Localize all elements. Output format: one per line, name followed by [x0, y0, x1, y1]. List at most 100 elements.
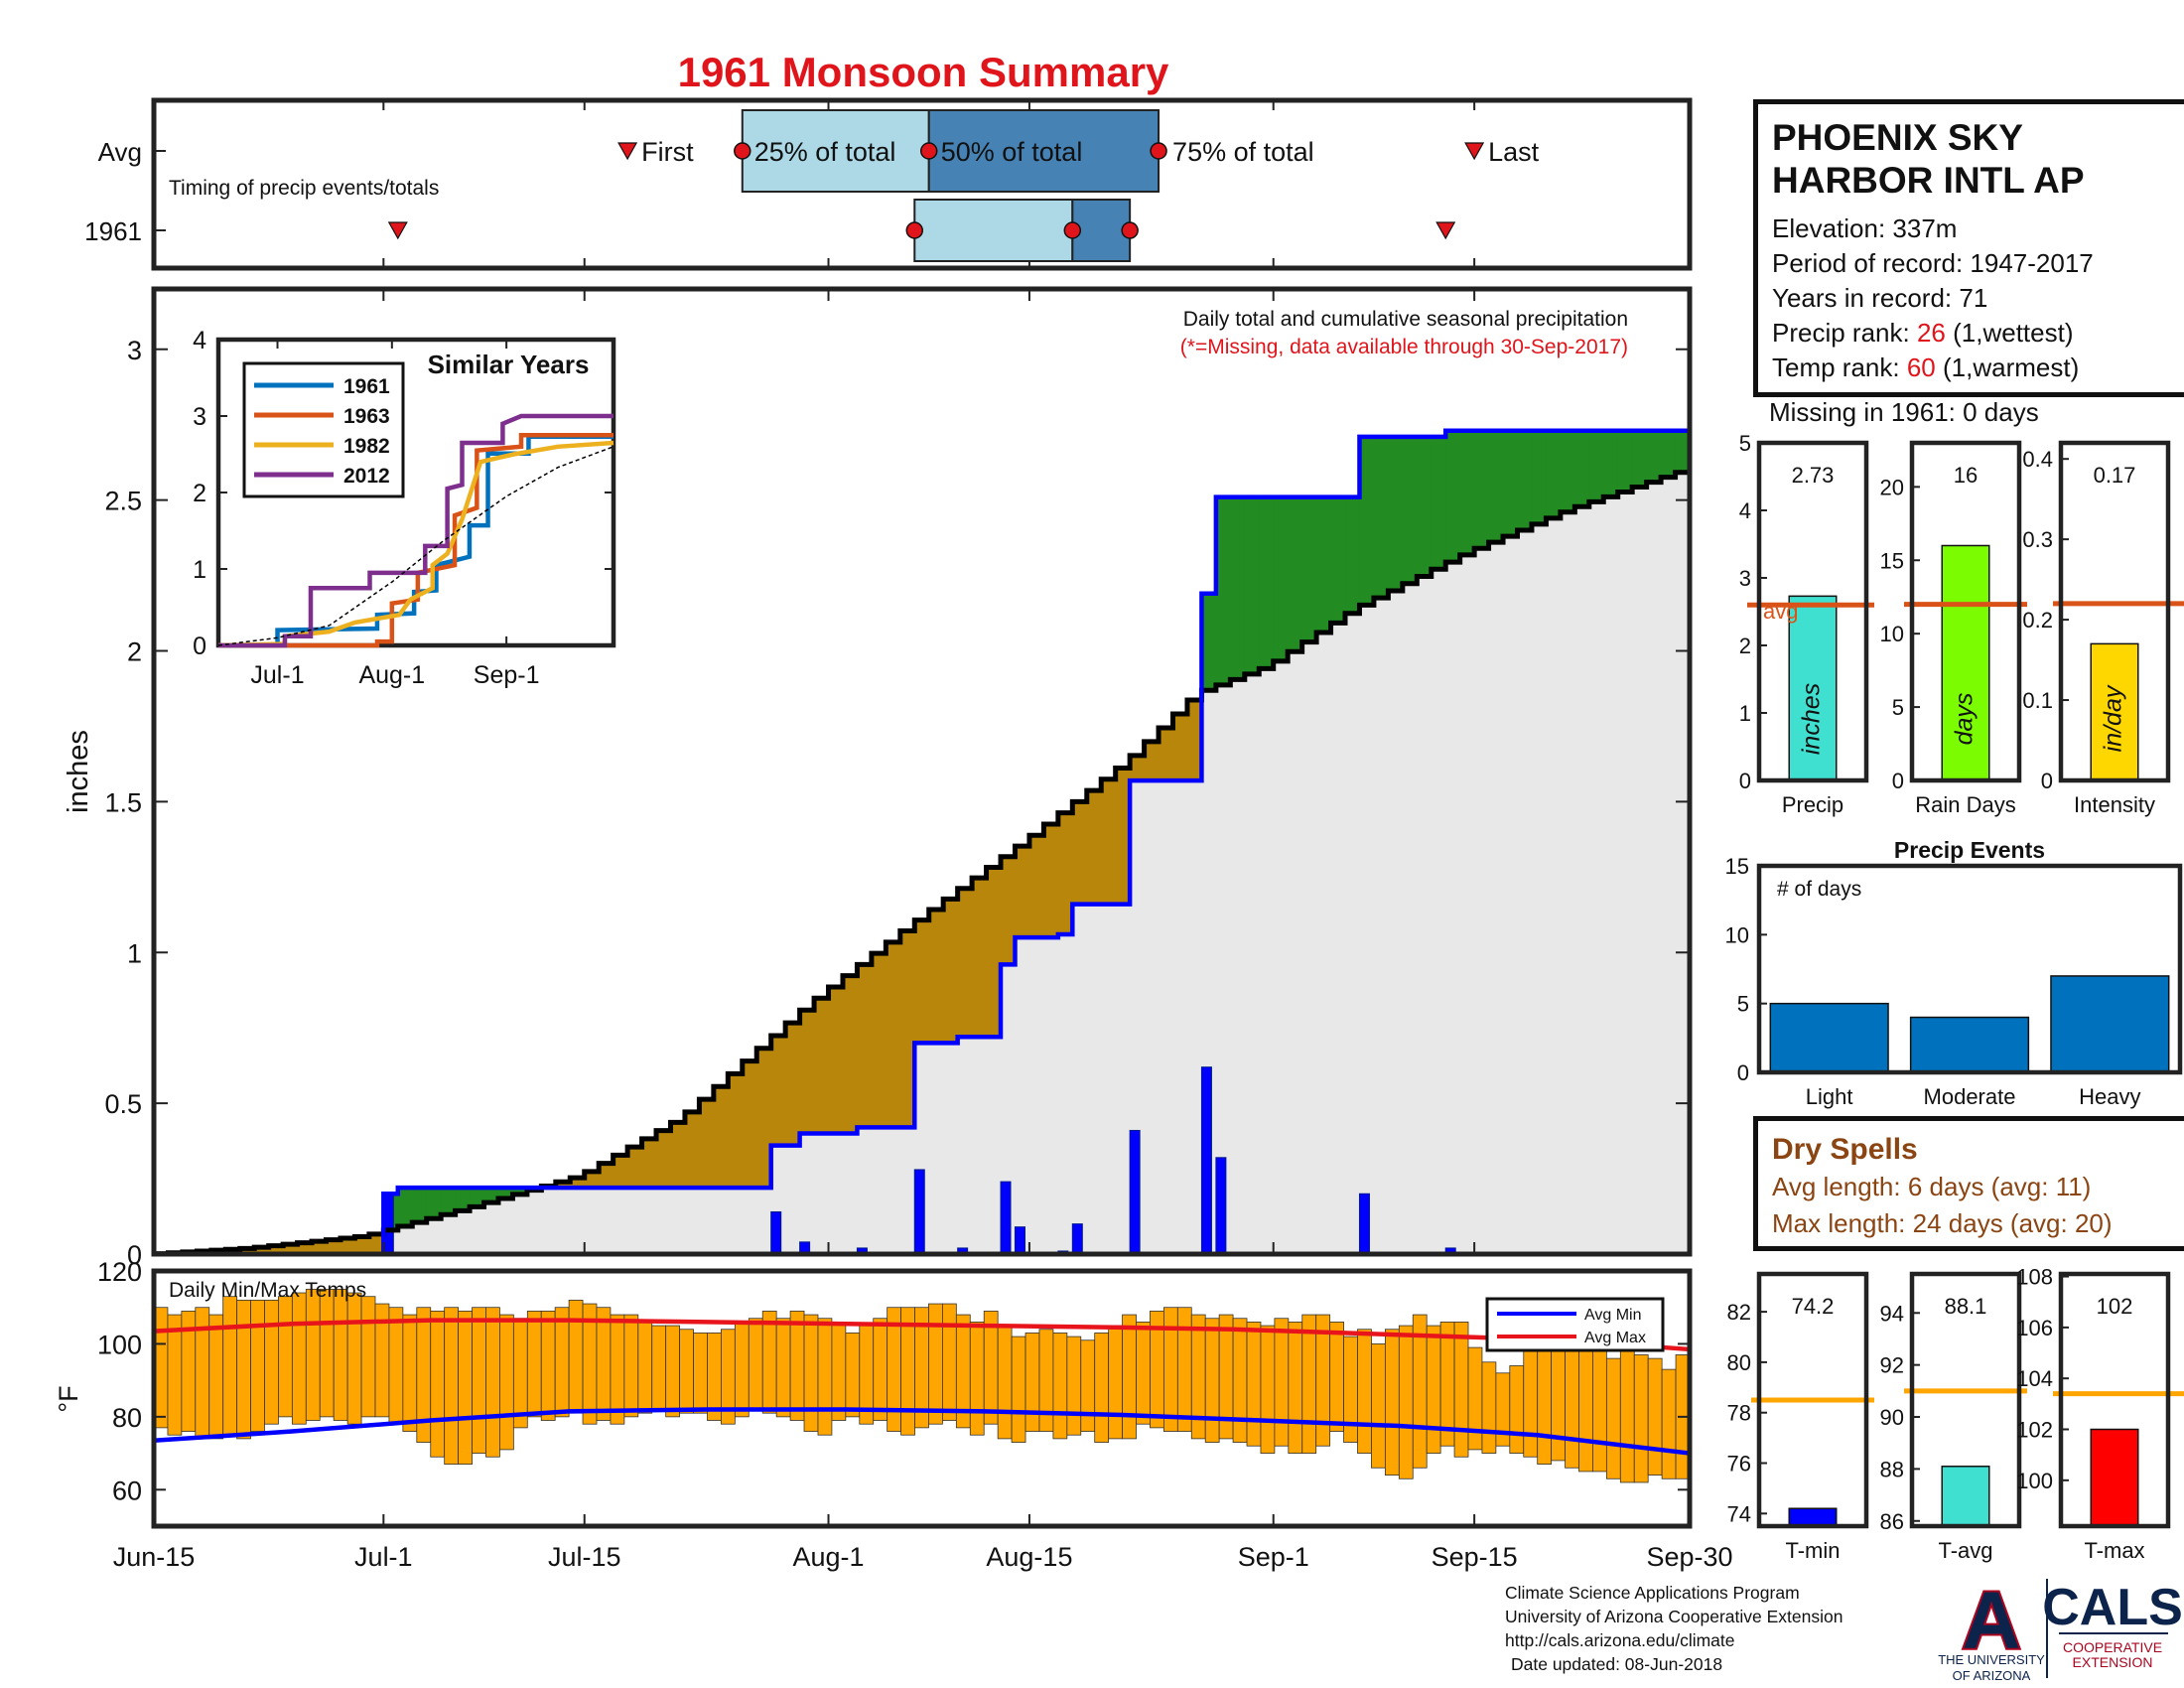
daily-temp-bar [444, 1307, 460, 1465]
daily-temp-bar [761, 1310, 777, 1414]
below-avg-fill [857, 964, 873, 1128]
inset-legend-label: 1963 [343, 405, 390, 428]
daily-temp-bar [430, 1310, 446, 1458]
above-avg-fill [1632, 430, 1648, 488]
daily-temp-bar [526, 1310, 542, 1418]
common-fill [154, 472, 1690, 1254]
below-avg-fill [283, 1244, 299, 1254]
below-avg-fill [340, 1238, 356, 1254]
below-avg-fill [354, 1236, 370, 1254]
precip-rank-note: (1,wettest) [1953, 318, 2074, 348]
daily-temp-bar [1260, 1325, 1276, 1454]
below-avg-fill [312, 1241, 328, 1254]
below-avg-fill [656, 1130, 672, 1189]
events-title: Precip Events [1894, 837, 2045, 863]
event-bar [1909, 1016, 2030, 1073]
daily-temp-bar [845, 1333, 861, 1418]
rain-days-value-label: 16 [1954, 463, 1978, 488]
ua-logo-line1: THE UNIVERSITY [1938, 1652, 2045, 1667]
above-avg-fill [1417, 436, 1433, 577]
daily-temp-bar [1024, 1333, 1040, 1432]
missing-days: Missing in 1961: 0 days [1769, 397, 2039, 427]
university-of-arizona-logo: A THE UNIVERSITY OF ARIZONA [1938, 1574, 2045, 1683]
below-avg-fill [254, 1247, 270, 1254]
below-avg-fill [368, 1233, 384, 1254]
below-avg-fill [1101, 778, 1117, 905]
below-avg-fill [828, 986, 844, 1134]
timing-box-25-50 [913, 199, 1074, 262]
below-avg-fill [1186, 700, 1203, 781]
t-avg-y-tick-label: 88 [1880, 1457, 1904, 1481]
daily-temp-bar [167, 1314, 183, 1436]
daily-temp-bar [997, 1325, 1013, 1440]
above-avg-fill [441, 1188, 457, 1215]
t-min-category-label: T-min [1786, 1538, 1841, 1563]
daily-temp-bar [1371, 1343, 1386, 1469]
daily-temp-bar [775, 1318, 791, 1418]
daily-temp-bar [610, 1314, 625, 1425]
below-avg-fill [713, 1086, 729, 1189]
cum-annotation-2: (*=Missing, data available through 30-Se… [1180, 336, 1628, 358]
precip-total-unit-label: inches [1798, 683, 1826, 755]
daily-precip-bar [1014, 1226, 1025, 1255]
below-avg-fill [871, 953, 887, 1128]
temps-x-tick-label: Sep-30 [1646, 1542, 1732, 1572]
temp-rank-note: (1,warmest) [1943, 352, 2080, 382]
above-avg-fill [1675, 430, 1691, 473]
cum-y-axis-label: inches [63, 730, 94, 813]
cals-line1: COOPERATIVE [2063, 1639, 2162, 1655]
timing-first-marker [617, 142, 638, 161]
temps-x-tick-label: Jun-15 [113, 1542, 196, 1572]
rain-days-unit-label: days [1951, 693, 1979, 746]
intensity-y-tick-label: 0.4 [2022, 447, 2053, 472]
temps-y-axis-label: °F [54, 1385, 83, 1412]
daily-temp-bar [1578, 1343, 1593, 1473]
above-avg-fill [412, 1188, 428, 1223]
above-avg-fill [1301, 496, 1317, 642]
inset-x-tick-label: Sep-1 [474, 661, 540, 689]
precip-rank-label: Precip rank: [1772, 318, 1910, 348]
daily-temp-bar [637, 1322, 653, 1414]
daily-temp-bar [222, 1296, 238, 1436]
precip-total-y-tick-label: 4 [1739, 498, 1751, 523]
above-avg-fill [1661, 430, 1677, 478]
intensity-bar [2090, 642, 2139, 781]
inset-series-line [218, 413, 614, 648]
daily-precip-bar [913, 1169, 925, 1255]
daily-temp-bar [472, 1307, 486, 1454]
below-avg-fill [785, 1023, 801, 1146]
t-max-frame [2058, 1271, 2171, 1529]
temps-x-tick-label: Aug-15 [986, 1542, 1072, 1572]
precip-rank-value: 26 [1916, 318, 1946, 348]
below-avg-fill [914, 919, 930, 1044]
below-avg-fill [1130, 755, 1146, 781]
temps-x-tick-label: Sep-15 [1432, 1542, 1518, 1572]
daily-temp-bar [1467, 1346, 1483, 1451]
daily-temp-bar [458, 1310, 473, 1465]
below-avg-fill [1115, 768, 1131, 905]
t-max-y-tick-label: 100 [2016, 1469, 2053, 1493]
daily-temp-bar [928, 1303, 943, 1425]
intensity-value-label: 0.17 [2094, 463, 2136, 488]
above-avg-fill [470, 1188, 485, 1207]
inset-y-tick-label: 0 [193, 633, 206, 660]
event-bar [1769, 1002, 1889, 1073]
daily-temp-bar [1605, 1357, 1621, 1479]
daily-temp-bar [1453, 1322, 1469, 1458]
above-avg-fill [455, 1188, 471, 1211]
daily-precip-bar [770, 1210, 782, 1255]
t-max-value-label: 102 [2097, 1294, 2133, 1319]
temps-y-tick-label: 120 [97, 1257, 142, 1287]
below-avg-fill [986, 867, 1002, 1038]
timing-row-label-year: 1961 [84, 216, 142, 246]
t-avg-y-tick-label: 90 [1880, 1405, 1904, 1430]
daily-temp-bar [512, 1318, 528, 1429]
intensity-y-tick-label: 0 [2041, 769, 2053, 793]
above-avg-fill [1244, 496, 1260, 674]
cum-y-tick-label: 0.5 [104, 1089, 142, 1119]
temps-frame [151, 1268, 1693, 1529]
daily-temp-bar [485, 1307, 500, 1458]
above-avg-fill [1517, 430, 1533, 530]
above-avg-fill [1201, 593, 1217, 691]
event-category-label: Light [1806, 1084, 1853, 1109]
